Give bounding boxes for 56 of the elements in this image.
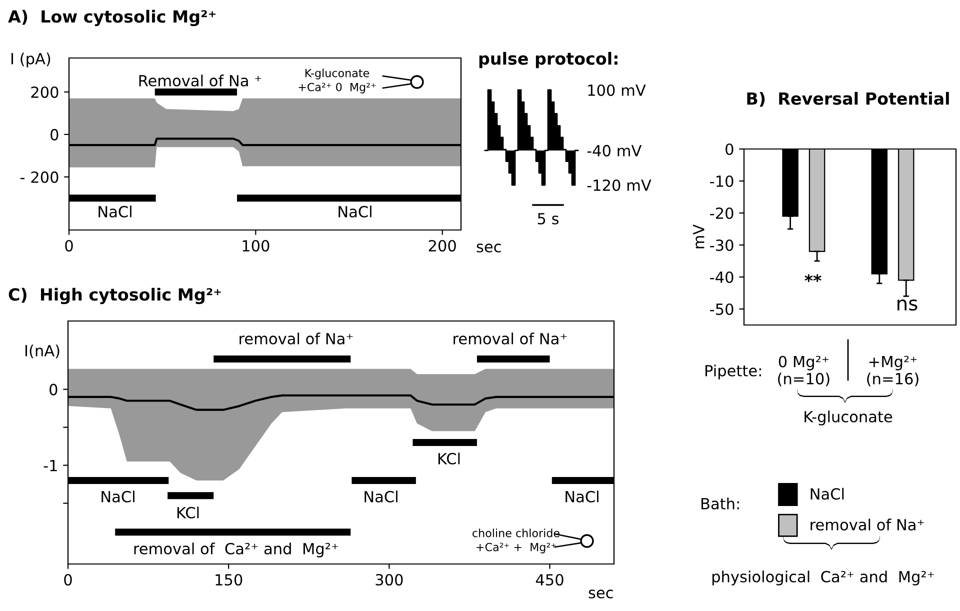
text: Pipette: (706, 364, 761, 380)
y-tick-label: 0 (726, 143, 734, 156)
chart-title: B) Reversal Potential (747, 92, 949, 107)
y-tick-label: -50 (710, 303, 734, 316)
y-axis-title: I (pA) (12, 52, 50, 68)
x-tick-label: 0 (64, 574, 72, 586)
y-axis-title: I(nA) (26, 344, 60, 358)
y-axis-title: mV (693, 224, 704, 248)
annotation: K-gluconate (305, 68, 370, 80)
legend-label: removal of Na⁺ (810, 518, 924, 530)
annotation: ** (804, 274, 822, 282)
annotation: KCl (438, 452, 460, 464)
y-tick-label: -30 (710, 239, 734, 252)
chart-title: A) Low cytosolic Mg²⁺ (8, 10, 216, 26)
y-tick-label: 100 mV (588, 84, 646, 96)
annotation: choline chloride (472, 528, 560, 538)
y-tick-label: - 200 (20, 171, 58, 183)
x-tick-label: 0 Mg²⁺ (n=10) (778, 356, 830, 386)
x-tick-label: 450 (536, 574, 564, 586)
x-tick-label: 300 (376, 574, 403, 586)
y-tick-label: -1 (44, 460, 57, 472)
annotation: +Ca²⁺ + Mg²⁺ (476, 542, 556, 554)
y-tick-label: 0 (50, 128, 58, 140)
annotation: Removal of Na ⁺ (139, 74, 262, 86)
text: K-gluconate (804, 410, 892, 426)
text: physiological Ca²⁺ and Mg²⁺ (712, 570, 934, 586)
x-tick-label: 150 (216, 574, 242, 586)
annotation: +Ca²⁺ 0 Mg²⁺ (298, 82, 376, 94)
x-tick-label: 100 (242, 240, 270, 252)
y-tick-label: -10 (710, 175, 734, 188)
chart-title: C) High cytosolic Mg²⁺ (8, 288, 221, 304)
y-tick-label: -20 (710, 207, 734, 220)
annotation: NaCl (566, 490, 598, 502)
annotation: removal of Ca²⁺ and Mg²⁺ (134, 542, 338, 558)
y-tick-label: -120 mV (587, 179, 652, 192)
annotation: NaCl (102, 490, 134, 502)
legend-title: Bath: (702, 498, 739, 510)
y-tick-label: 200 (31, 86, 58, 98)
annotation: NaCl (364, 490, 398, 502)
x-axis-title: sec (588, 590, 613, 598)
y-tick-label: -40 (710, 271, 734, 284)
y-tick-label: -40 mV (587, 144, 642, 156)
annotation: NaCl (98, 206, 132, 218)
annotation: KCl (177, 506, 199, 518)
annotation: removal of Na⁺ (454, 332, 567, 344)
x-tick-label: 0 (65, 240, 73, 252)
annotation: removal of Na⁺ (240, 332, 353, 344)
legend-label: NaCl (810, 488, 844, 500)
x-tick-label: +Mg²⁺ (n=16) (867, 356, 918, 386)
x-axis-title: sec (476, 244, 501, 252)
text: 5 s (538, 213, 559, 224)
annotation: ns (898, 299, 918, 311)
x-tick-label: 200 (428, 240, 456, 252)
annotation: NaCl (338, 206, 372, 218)
y-tick-label: 0 (50, 384, 58, 396)
chart-title: pulse protocol: (479, 52, 618, 68)
